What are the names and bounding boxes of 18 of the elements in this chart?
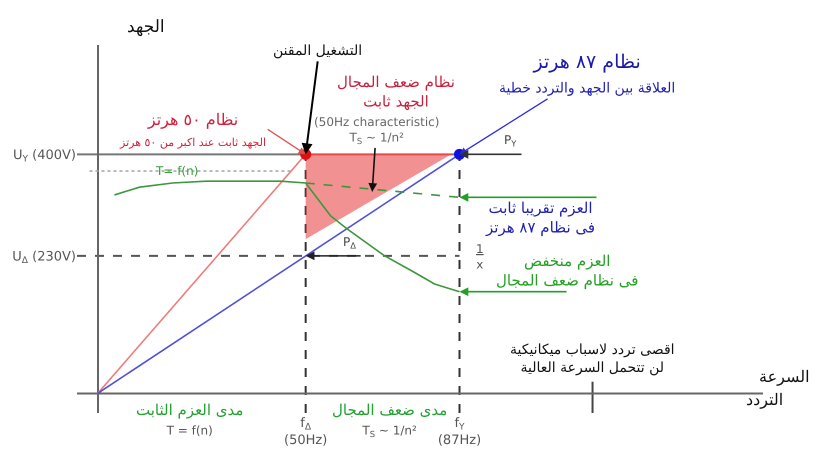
annotation: P$_{Δ}$	[343, 235, 356, 251]
annotation: نظام ٨٧ هرتز العلاقة بين الجهد والتردد خطية	[499, 51, 676, 97]
annotation: السرعة	[759, 367, 810, 386]
annotation: P$_{Y}$	[504, 133, 518, 149]
annotation: 1 x	[476, 242, 484, 272]
y-axis-title: الجهد	[127, 17, 165, 37]
annotation: نظام ٥٠ هرتز الجهد ثابت عند اكبر من ٥٠ هرتز	[119, 110, 266, 149]
y-tick-label: U$_{Y}$ (400V)	[12, 148, 76, 165]
annotation: التشغيل المقنن	[273, 43, 362, 59]
ref-line-label: اقصى تردد لاسباب ميكانيكية لن تتحمل السرعة العالية	[510, 342, 675, 376]
annotation: العزم تقريبا ثابت فى نظام ٨٧ هرتز	[485, 199, 596, 236]
y-tick-label: U$_{Δ}$ (230V)	[12, 249, 76, 266]
annotation: نظام ضعف المجال الجهد ثابت	[337, 73, 455, 110]
x-axis-title: التردد	[746, 390, 784, 409]
annotation: (50Hz characteristic) T$_{S}$ ~ 1/n²	[314, 115, 440, 146]
annotation: العزم منخفض فى نظام ضعف المجال	[496, 252, 638, 290]
annotation: T= f(n)	[155, 164, 198, 178]
x-tick-label: f$_{Δ}$ (50Hz)	[284, 416, 328, 448]
